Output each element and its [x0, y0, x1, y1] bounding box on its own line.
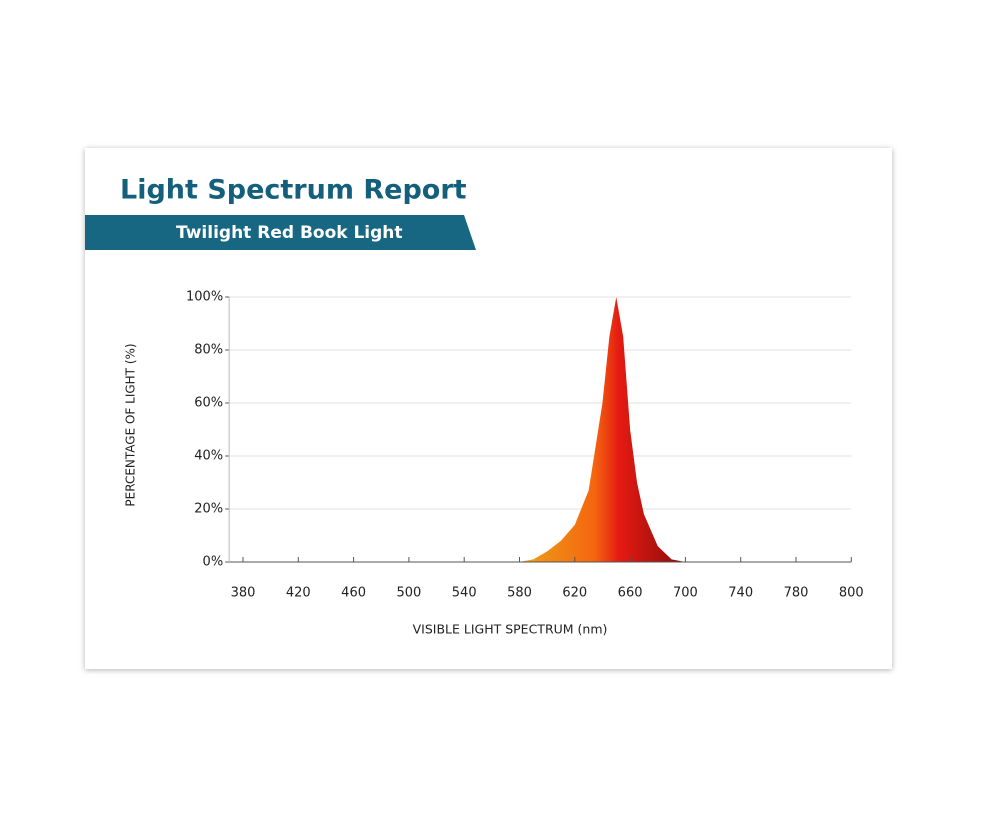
chart-title: Light Spectrum Report — [120, 175, 467, 206]
x-tick-label: 740 — [728, 586, 753, 601]
x-tick-label: 800 — [839, 586, 864, 601]
x-tick-label: 460 — [341, 586, 366, 601]
x-axis-label: VISIBLE LIGHT SPECTRUM (nm) — [413, 622, 608, 637]
x-tick-label: 580 — [507, 586, 532, 601]
x-tick-label: 500 — [396, 586, 421, 601]
banner — [85, 215, 476, 250]
x-tick-label: 540 — [452, 586, 477, 601]
y-tick-label: 100% — [186, 290, 223, 305]
y-tick-label: 60% — [194, 396, 223, 411]
x-tick-label: 780 — [784, 586, 809, 601]
y-tick-label: 0% — [203, 555, 224, 570]
x-tick-label: 620 — [562, 586, 587, 601]
spectrum-area — [519, 297, 686, 562]
x-tick-label: 700 — [673, 586, 698, 601]
x-tick-label: 660 — [618, 586, 643, 601]
chart-subtitle: Twilight Red Book Light — [176, 223, 403, 243]
y-tick-label: 20% — [194, 502, 223, 517]
y-tick-label: 80% — [194, 343, 223, 358]
y-tick-label: 40% — [194, 449, 223, 464]
x-tick-label: 420 — [286, 586, 311, 601]
y-axis-label: PERCENTAGE OF LIGHT (%) — [124, 343, 138, 506]
x-tick-label: 380 — [231, 586, 256, 601]
